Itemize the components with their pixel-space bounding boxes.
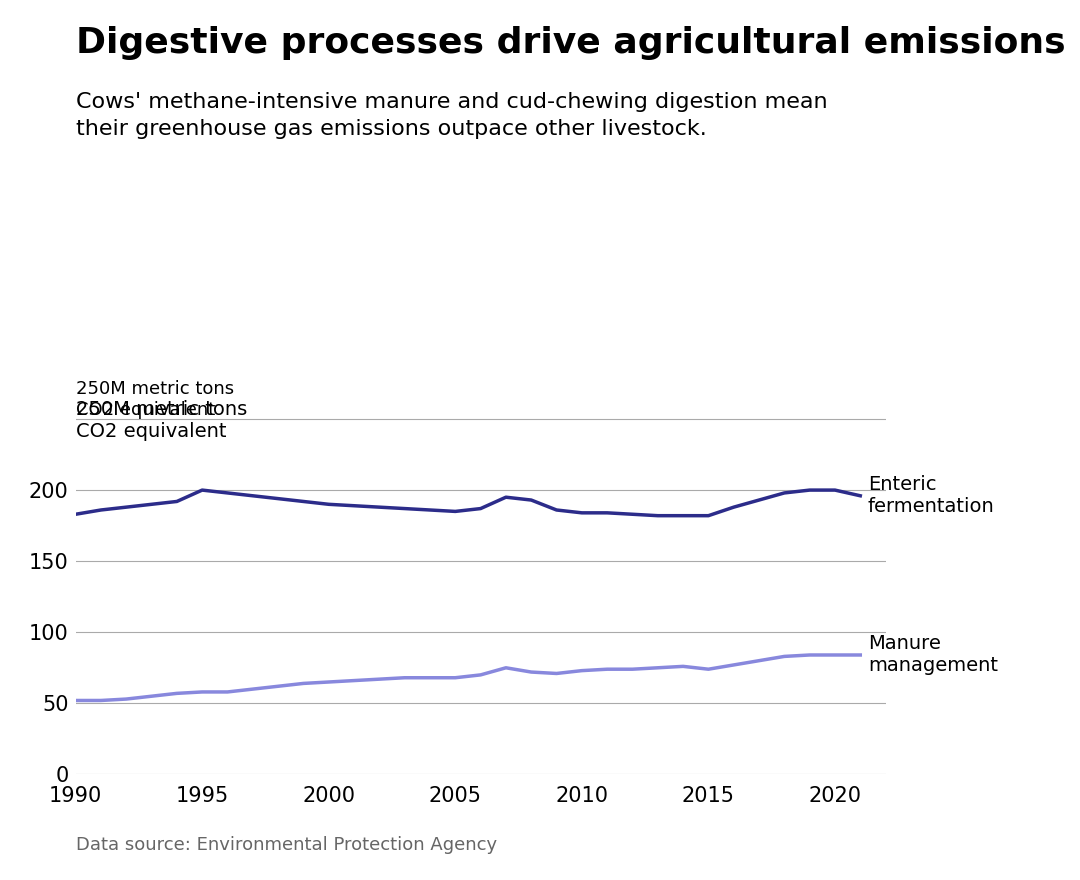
Text: 250M metric tons
CO2 equivalent: 250M metric tons CO2 equivalent [76,380,233,419]
Text: Digestive processes drive agricultural emissions: Digestive processes drive agricultural e… [76,26,1065,61]
Text: Data source: Environmental Protection Agency: Data source: Environmental Protection Ag… [76,836,497,854]
Text: 250M metric tons
CO2 equivalent: 250M metric tons CO2 equivalent [76,400,247,442]
Text: Cows' methane-intensive manure and cud-chewing digestion mean
their greenhouse g: Cows' methane-intensive manure and cud-c… [76,92,827,139]
Text: Manure
management: Manure management [868,634,998,676]
Text: Enteric
fermentation: Enteric fermentation [868,475,995,517]
